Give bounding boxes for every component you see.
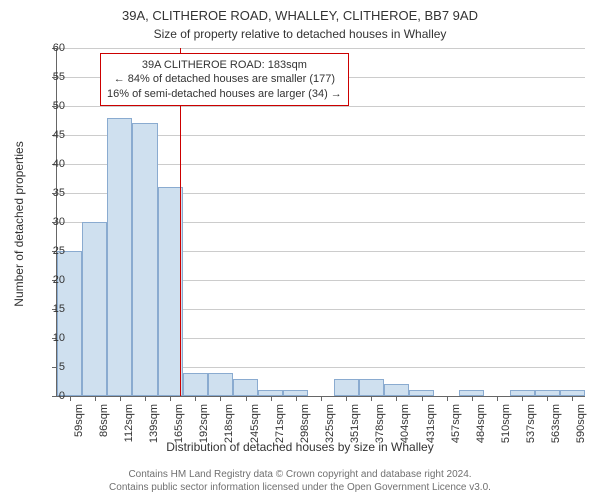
y-tick-label: 10 xyxy=(40,332,65,344)
x-tick xyxy=(572,396,573,401)
annotation-line: ← 84% of detached houses are smaller (17… xyxy=(107,72,342,86)
y-tick-label: 55 xyxy=(40,71,65,83)
annotation-box: 39A CLITHEROE ROAD: 183sqm← 84% of detac… xyxy=(100,53,349,106)
histogram-bar xyxy=(183,373,208,396)
gridline xyxy=(57,106,585,107)
x-tick-label: 139sqm xyxy=(148,404,160,443)
x-tick xyxy=(422,396,423,401)
histogram-bar xyxy=(334,379,359,396)
x-tick xyxy=(120,396,121,401)
x-tick xyxy=(145,396,146,401)
x-tick xyxy=(346,396,347,401)
x-tick-label: 431sqm xyxy=(425,404,437,443)
x-tick-label: 245sqm xyxy=(249,404,261,443)
x-tick-label: 86sqm xyxy=(98,404,110,437)
annotation-line: 39A CLITHEROE ROAD: 183sqm xyxy=(107,58,342,72)
x-tick xyxy=(271,396,272,401)
y-tick-label: 5 xyxy=(40,361,65,373)
y-tick-label: 50 xyxy=(40,100,65,112)
x-tick xyxy=(522,396,523,401)
chart-title-sub: Size of property relative to detached ho… xyxy=(0,27,600,41)
x-tick xyxy=(195,396,196,401)
y-tick-label: 40 xyxy=(40,158,65,170)
histogram-bar xyxy=(359,379,384,396)
gridline xyxy=(57,48,585,49)
y-tick-label: 60 xyxy=(40,42,65,54)
x-tick xyxy=(170,396,171,401)
x-tick-label: 218sqm xyxy=(223,404,235,443)
x-tick xyxy=(220,396,221,401)
x-tick-label: 404sqm xyxy=(399,404,411,443)
y-tick-label: 25 xyxy=(40,245,65,257)
x-tick xyxy=(246,396,247,401)
x-tick-label: 112sqm xyxy=(123,404,135,442)
x-tick xyxy=(472,396,473,401)
x-tick xyxy=(70,396,71,401)
x-tick-label: 457sqm xyxy=(450,404,462,443)
x-tick-label: 325sqm xyxy=(324,404,336,443)
chart-title-main: 39A, CLITHEROE ROAD, WHALLEY, CLITHEROE,… xyxy=(0,8,600,23)
histogram-bar xyxy=(107,118,132,396)
x-tick xyxy=(296,396,297,401)
histogram-chart: 39A, CLITHEROE ROAD, WHALLEY, CLITHEROE,… xyxy=(0,0,600,500)
y-tick-label: 30 xyxy=(40,216,65,228)
histogram-bar xyxy=(57,251,82,396)
x-tick-label: 484sqm xyxy=(475,404,487,443)
x-tick-label: 59sqm xyxy=(73,404,85,437)
x-tick-label: 351sqm xyxy=(349,404,361,443)
histogram-bar xyxy=(132,123,157,396)
x-tick xyxy=(321,396,322,401)
x-tick-label: 192sqm xyxy=(198,404,210,443)
y-tick-label: 35 xyxy=(40,187,65,199)
x-tick-label: 378sqm xyxy=(374,404,386,443)
x-tick xyxy=(95,396,96,401)
x-tick xyxy=(497,396,498,401)
x-tick-label: 563sqm xyxy=(550,404,562,443)
x-tick-label: 298sqm xyxy=(299,404,311,443)
x-tick xyxy=(396,396,397,401)
x-tick-label: 165sqm xyxy=(173,404,185,443)
annotation-line: 16% of semi-detached houses are larger (… xyxy=(107,87,342,101)
x-tick-label: 537sqm xyxy=(525,404,537,443)
y-tick-label: 15 xyxy=(40,303,65,315)
y-tick-label: 45 xyxy=(40,129,65,141)
histogram-bar xyxy=(82,222,107,396)
x-tick xyxy=(547,396,548,401)
histogram-bar xyxy=(384,384,409,396)
y-tick-label: 20 xyxy=(40,274,65,286)
footer-line-1: Contains HM Land Registry data © Crown c… xyxy=(0,468,600,481)
footer-line-2: Contains public sector information licen… xyxy=(0,481,600,494)
histogram-bar xyxy=(208,373,233,396)
x-tick xyxy=(371,396,372,401)
histogram-bar xyxy=(233,379,258,396)
y-tick-label: 0 xyxy=(40,390,65,402)
x-tick xyxy=(447,396,448,401)
x-tick-label: 590sqm xyxy=(575,404,587,443)
x-tick-label: 271sqm xyxy=(274,404,286,443)
histogram-bar xyxy=(158,187,183,396)
chart-footer: Contains HM Land Registry data © Crown c… xyxy=(0,468,600,494)
x-tick-label: 510sqm xyxy=(500,404,512,443)
y-axis-title: Number of detached properties xyxy=(12,141,26,306)
